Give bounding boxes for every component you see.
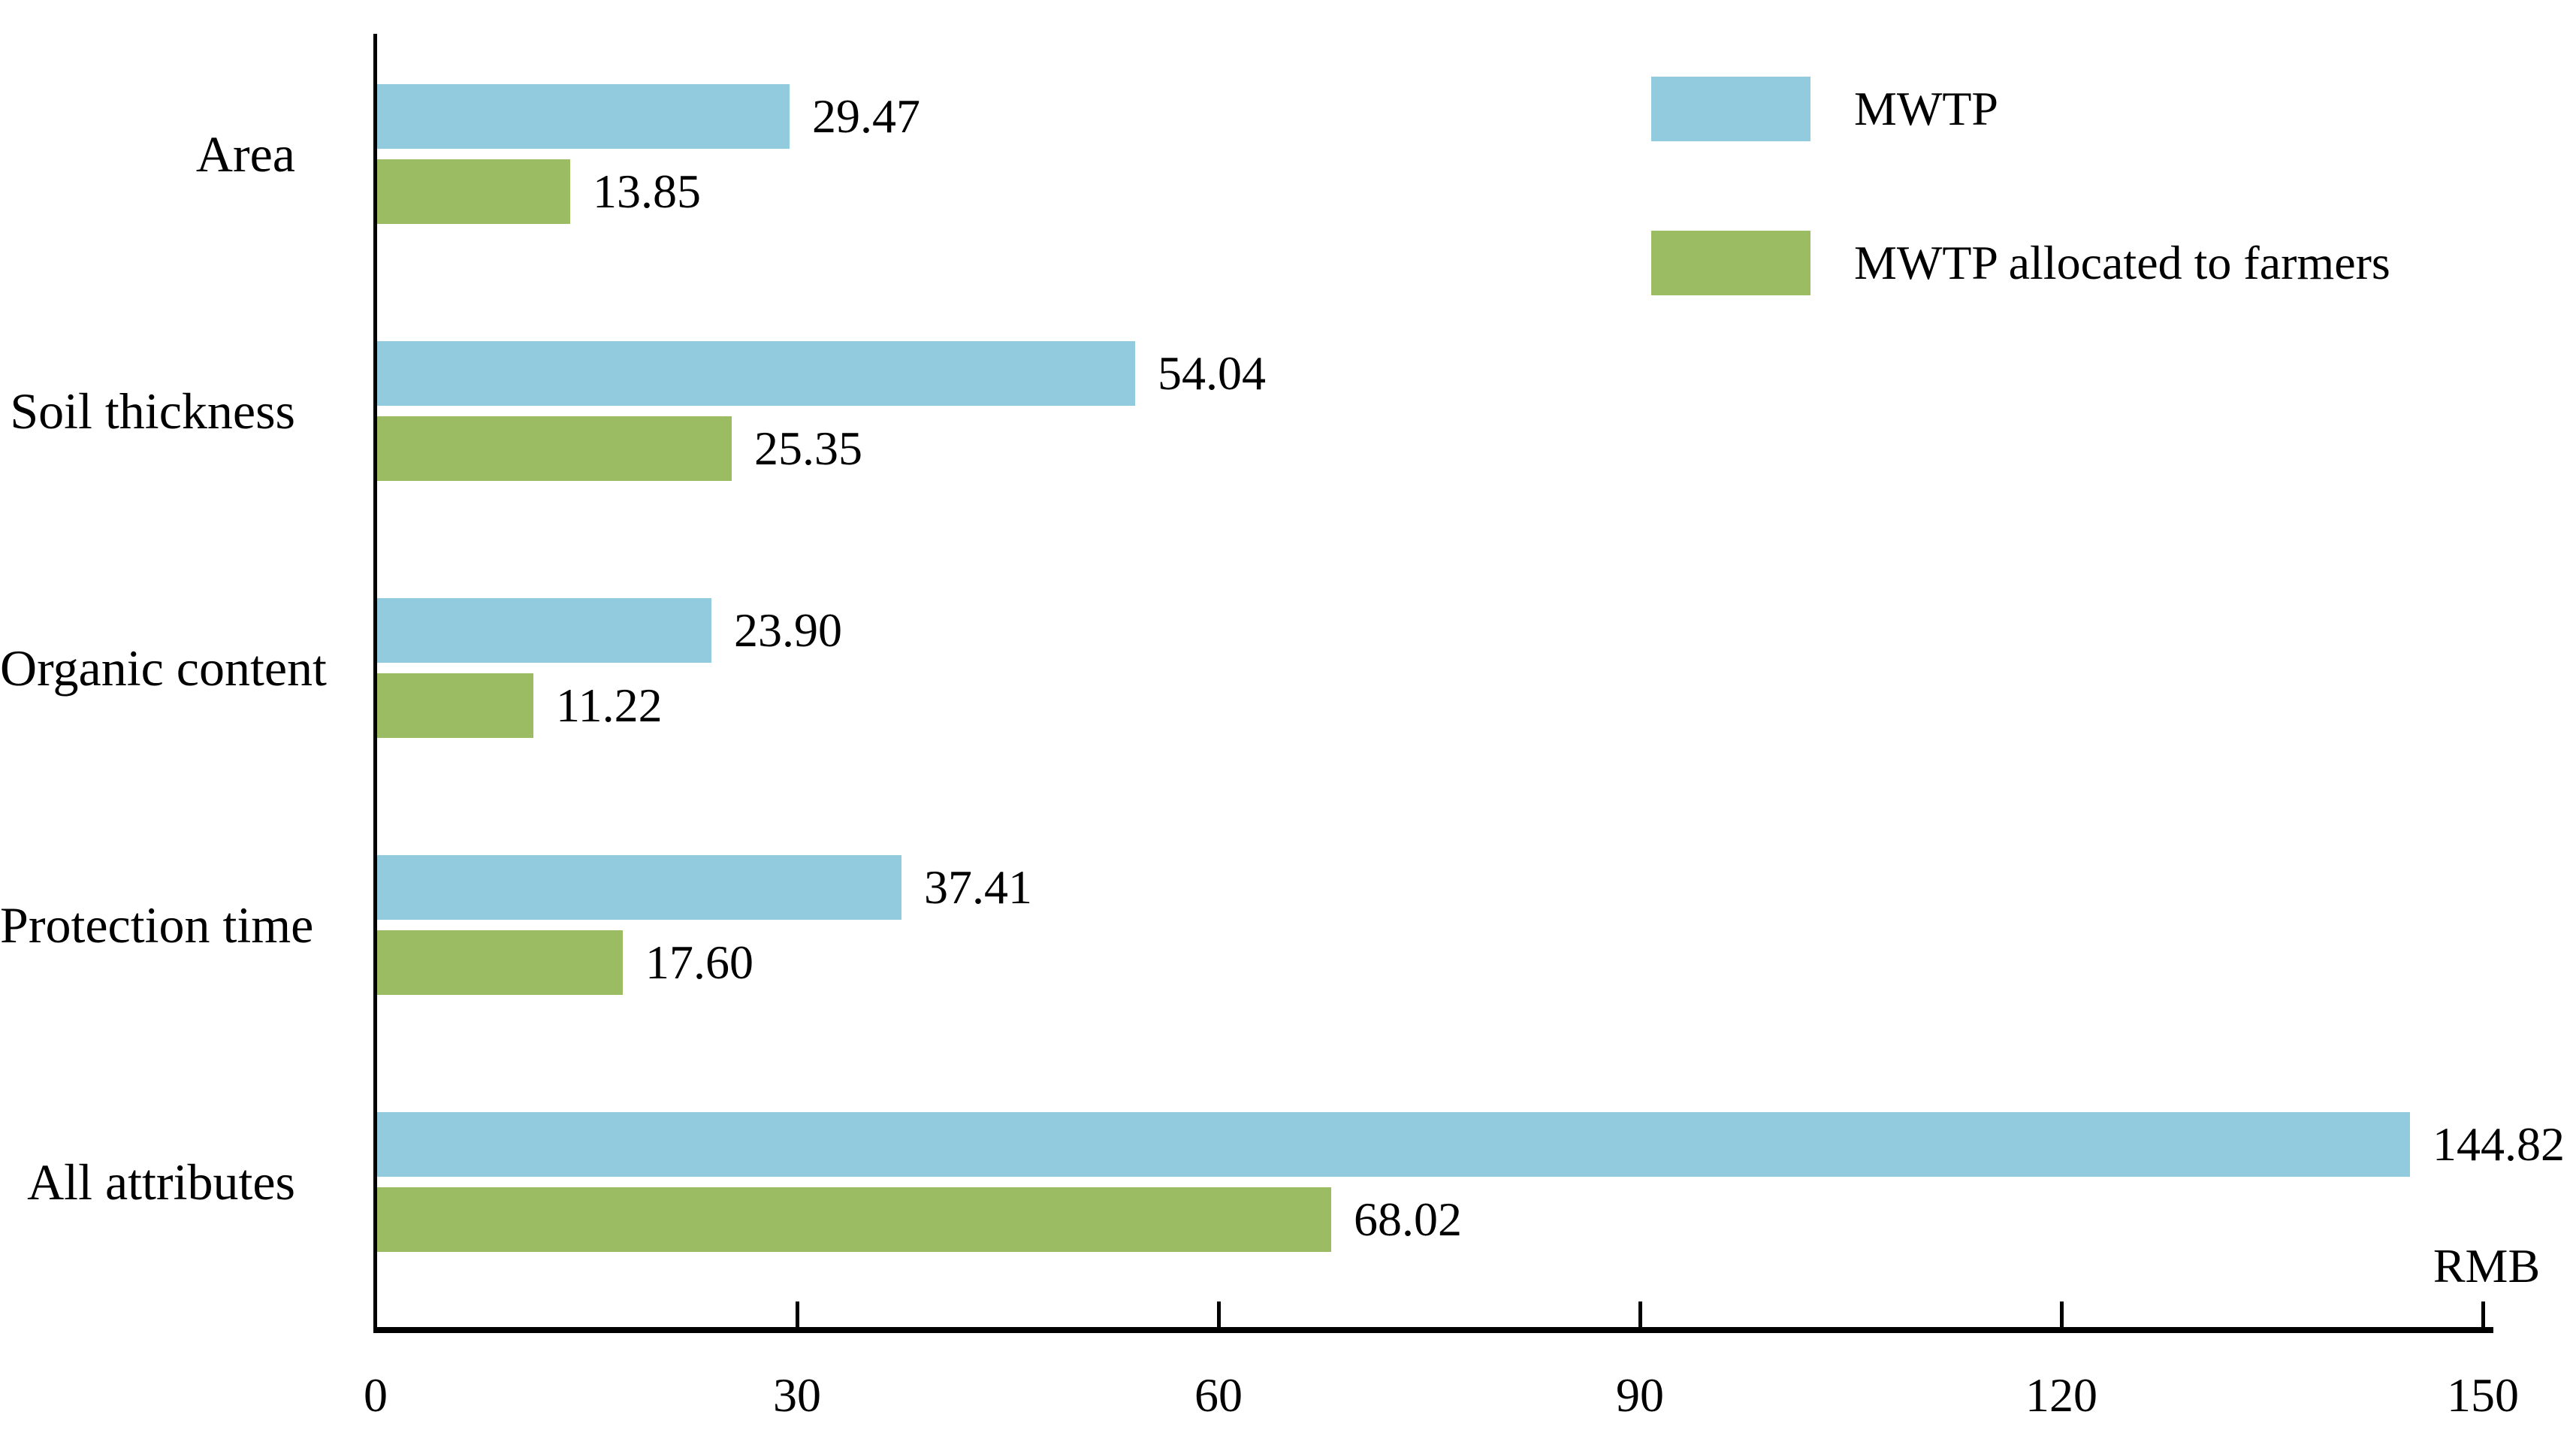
bar-mwtp-farmers	[376, 416, 732, 481]
axis-unit-label: RMB	[2433, 1239, 2541, 1292]
bar-mwtp	[376, 855, 901, 920]
axis-tick	[1638, 1301, 1642, 1327]
bar-mwtp	[376, 341, 1135, 406]
bar-mwtp-farmers	[376, 1187, 1331, 1252]
axis-tick-label: 30	[773, 1368, 821, 1422]
value-label: 25.35	[754, 422, 862, 475]
value-label: 13.85	[593, 165, 701, 218]
y-axis-line	[373, 34, 377, 1333]
axis-tick	[2481, 1301, 2485, 1327]
bar-mwtp-farmers	[376, 673, 533, 738]
bar-mwtp-farmers	[376, 930, 623, 995]
axis-tick	[795, 1301, 799, 1327]
legend-swatch-mwtp	[1651, 77, 1810, 141]
axis-tick-label: 120	[2025, 1368, 2097, 1422]
legend-swatch-mwtp-farmers	[1651, 231, 1810, 295]
value-label: 144.82	[2433, 1117, 2565, 1171]
value-label: 29.47	[812, 89, 920, 143]
x-axis-line	[373, 1327, 2493, 1333]
category-label: Protection time	[0, 896, 314, 954]
value-label: 68.02	[1354, 1193, 1462, 1246]
bar-mwtp	[376, 598, 711, 663]
value-label: 37.41	[924, 860, 1032, 914]
axis-tick	[2059, 1301, 2064, 1327]
category-label: Area	[195, 125, 295, 183]
value-label: 54.04	[1158, 346, 1266, 400]
category-label: All attributes	[27, 1153, 295, 1211]
value-label: 11.22	[556, 679, 663, 732]
bar-mwtp	[376, 1112, 2410, 1177]
axis-tick-label: 60	[1194, 1368, 1243, 1422]
axis-tick-label: 90	[1616, 1368, 1664, 1422]
category-label: Organic content	[0, 639, 327, 697]
legend-label-mwtp: MWTP	[1854, 82, 1998, 135]
axis-tick	[1216, 1301, 1221, 1327]
legend-label-mwtp-farmers: MWTP allocated to farmers	[1854, 236, 2390, 289]
category-label: Soil thickness	[10, 382, 295, 440]
value-label: 23.90	[734, 603, 842, 657]
bar-mwtp	[376, 84, 790, 149]
axis-tick-label: 150	[2447, 1368, 2519, 1422]
axis-tick-label: 0	[364, 1368, 388, 1422]
bar-mwtp-farmers	[376, 159, 570, 224]
value-label: 17.60	[645, 936, 753, 989]
